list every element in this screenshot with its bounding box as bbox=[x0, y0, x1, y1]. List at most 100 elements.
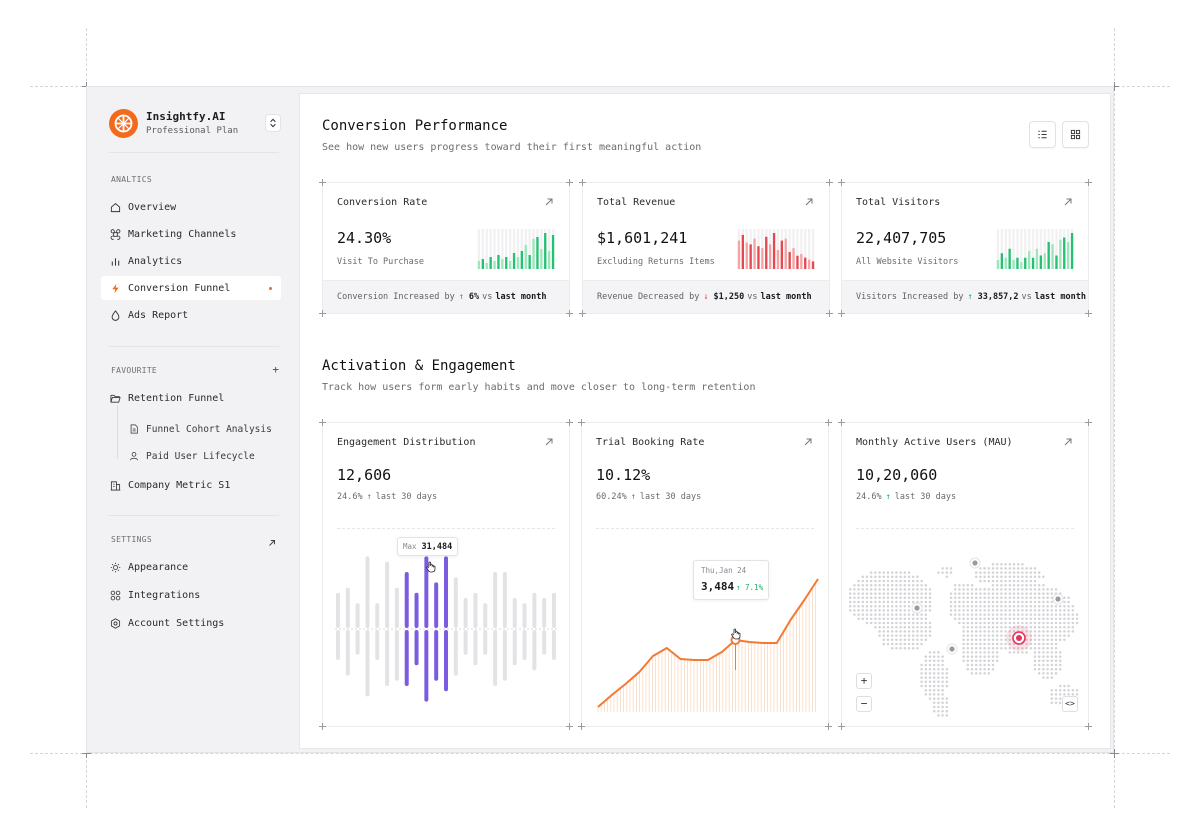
embed-code-button[interactable]: <> bbox=[1062, 696, 1078, 712]
external-link-icon[interactable] bbox=[267, 533, 277, 546]
map-dot bbox=[920, 680, 923, 684]
sparkline-bar bbox=[804, 257, 807, 269]
map-dot bbox=[1008, 630, 1012, 633]
sidebar-item-appearance[interactable]: Appearance bbox=[101, 555, 281, 579]
map-dot bbox=[932, 672, 936, 675]
tree-guide-line bbox=[117, 405, 118, 459]
workspace-switcher[interactable]: Insightfy.AI Professional Plan bbox=[109, 108, 281, 144]
map-dot bbox=[1033, 609, 1037, 612]
list-view-button[interactable] bbox=[1029, 121, 1056, 148]
sidebar-subitem-funnel-cohort-analysis[interactable]: Funnel Cohort Analysis bbox=[125, 418, 281, 440]
sparkline-bar bbox=[540, 249, 543, 269]
map-dot bbox=[928, 655, 932, 658]
map-dot bbox=[970, 663, 974, 667]
map-dot bbox=[983, 625, 986, 629]
sidebar-item-integrations[interactable]: Integrations bbox=[101, 583, 281, 607]
map-dot bbox=[886, 613, 890, 616]
arrow-up-right-icon[interactable] bbox=[1062, 436, 1074, 448]
map-dot bbox=[970, 588, 974, 591]
map-dot bbox=[1042, 592, 1045, 595]
map-dot bbox=[874, 588, 877, 591]
map-dot bbox=[979, 588, 982, 591]
map-dot bbox=[979, 630, 982, 633]
grid-view-button[interactable] bbox=[1062, 121, 1089, 148]
arrow-up-right-icon[interactable] bbox=[1062, 196, 1074, 208]
map-dot bbox=[848, 588, 852, 591]
map-dot bbox=[1004, 579, 1007, 583]
map-dot bbox=[920, 613, 923, 616]
map-dot bbox=[916, 646, 919, 650]
add-favourite-button[interactable]: + bbox=[272, 363, 279, 376]
map-dot bbox=[983, 638, 986, 642]
zoom-in-button[interactable]: + bbox=[856, 673, 872, 689]
map-dot bbox=[1029, 604, 1033, 608]
map-dot bbox=[1016, 592, 1020, 595]
map-dot bbox=[1050, 701, 1054, 705]
zoom-out-button[interactable]: − bbox=[856, 696, 872, 712]
sidebar-item-marketing-channels[interactable]: Marketing Channels bbox=[101, 222, 281, 246]
map-dot bbox=[966, 613, 970, 616]
map-dot bbox=[1025, 617, 1028, 621]
map-dot bbox=[1050, 625, 1054, 629]
sidebar-item-conversion-funnel[interactable]: Conversion Funnel bbox=[101, 276, 281, 300]
map-dot bbox=[911, 630, 915, 633]
map-dot bbox=[895, 579, 898, 583]
map-dot bbox=[928, 680, 932, 684]
map-dot bbox=[1046, 604, 1049, 608]
sidebar-item-ads-report[interactable]: Ads Report bbox=[101, 303, 281, 327]
map-dot bbox=[974, 659, 978, 663]
sidebar-item-overview[interactable]: Overview bbox=[101, 195, 281, 219]
arrow-up-right-icon[interactable] bbox=[803, 196, 815, 208]
chevron-up-down-icon[interactable] bbox=[265, 114, 281, 132]
card-corner-mark bbox=[319, 419, 326, 426]
map-dot bbox=[1046, 630, 1049, 633]
map-dot bbox=[1037, 672, 1041, 675]
map-dot bbox=[878, 583, 881, 587]
arrow-up-right-icon[interactable] bbox=[543, 436, 555, 448]
map-dot bbox=[1029, 575, 1033, 579]
sidebar-subitem-paid-user-lifecycle[interactable]: Paid User Lifecycle bbox=[125, 445, 281, 467]
map-marker bbox=[914, 605, 920, 611]
map-dot bbox=[920, 596, 923, 600]
map-dot bbox=[991, 638, 995, 642]
arrow-up-right-icon[interactable] bbox=[802, 436, 814, 448]
metric-change: 24.6% bbox=[337, 492, 363, 502]
map-dot bbox=[974, 634, 978, 637]
kpi-card-total-revenue[interactable]: Total Revenue $1,601,241 Excluding Retur… bbox=[582, 182, 830, 314]
arrow-up-right-icon[interactable] bbox=[543, 196, 555, 208]
card-corner-mark bbox=[838, 419, 845, 426]
kpi-card-conversion-rate[interactable]: Conversion Rate 24.30% Visit To Purchase… bbox=[322, 182, 570, 314]
kpi-card-total-visitors[interactable]: Total Visitors 22,407,705 All Website Vi… bbox=[841, 182, 1089, 314]
map-dot bbox=[1042, 600, 1045, 604]
sidebar-item-analytics[interactable]: Analytics bbox=[101, 249, 281, 273]
sidebar-item-company-metric[interactable]: Company Metric S1 bbox=[101, 473, 281, 497]
map-dot bbox=[1021, 604, 1024, 608]
chart-card-monthly-active-users[interactable]: Monthly Active Users (MAU) 10,20,060 24.… bbox=[841, 422, 1089, 727]
map-dot bbox=[857, 600, 860, 604]
map-dot bbox=[945, 701, 949, 705]
sidebar-item-account-settings[interactable]: Account Settings bbox=[101, 611, 281, 635]
chart-card-trial-booking-rate[interactable]: Trial Booking Rate 10.12% 60.24% ↑ last 30… bbox=[581, 422, 829, 727]
map-dot bbox=[895, 592, 898, 595]
map-dot bbox=[865, 592, 869, 595]
map-dot bbox=[949, 604, 953, 608]
map-dot bbox=[941, 705, 944, 709]
map-dot bbox=[979, 609, 982, 612]
map-dot bbox=[932, 680, 936, 684]
map-dot bbox=[1029, 630, 1033, 633]
map-dot bbox=[932, 709, 936, 713]
arrow-up-icon: ↑ bbox=[630, 492, 636, 502]
map-dot bbox=[1012, 625, 1016, 629]
map-dot bbox=[983, 609, 986, 612]
map-dot bbox=[907, 646, 911, 650]
card-corner-mark bbox=[578, 723, 585, 730]
map-dot bbox=[928, 684, 932, 688]
map-dot bbox=[878, 625, 881, 629]
map-marker bbox=[1055, 596, 1061, 602]
map-dot bbox=[865, 575, 869, 579]
map-dot bbox=[869, 609, 873, 612]
chart-card-engagement-distribution[interactable]: Engagement Distribution 12,606 24.6% ↑ las… bbox=[322, 422, 570, 727]
sidebar-item-retention-funnel[interactable]: Retention Funnel bbox=[101, 386, 281, 410]
booking-line bbox=[597, 578, 819, 708]
map-dot bbox=[987, 571, 991, 574]
